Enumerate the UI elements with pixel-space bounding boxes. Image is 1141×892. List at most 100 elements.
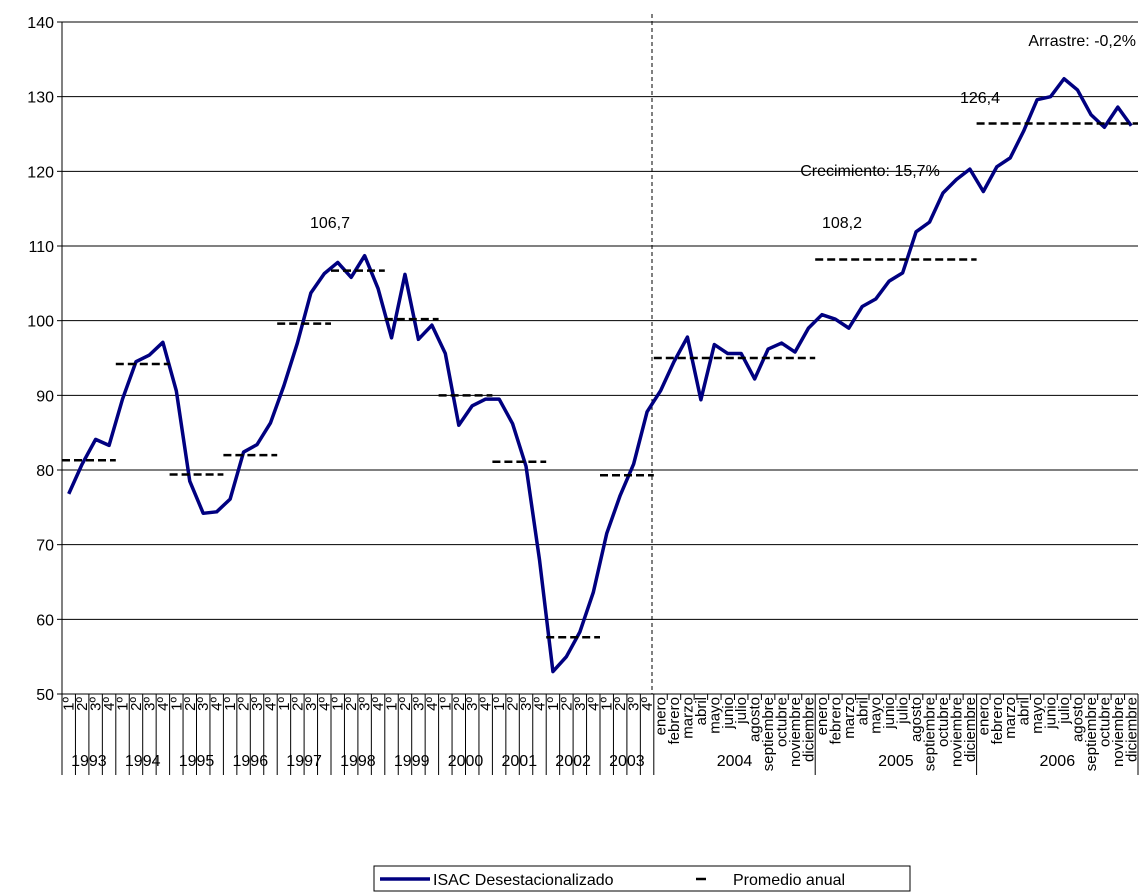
x-tick-label: 1º — [115, 696, 132, 710]
x-tick-label: 2º — [451, 696, 468, 710]
legend-box — [373, 865, 911, 892]
x-tick-label: 4º — [639, 696, 656, 710]
y-tick-label: 100 — [27, 314, 54, 331]
x-tick-label: 1º — [384, 696, 401, 710]
x-tick-label: 2º — [505, 696, 522, 710]
x-tick-label: 2º — [128, 696, 145, 710]
x-tick-label: noviembre — [1110, 697, 1127, 767]
x-tick-label: 4º — [262, 696, 279, 710]
x-tick-label: junio — [720, 697, 737, 730]
x-tick-label: 4º — [209, 696, 226, 710]
x-tick-label: enero — [814, 697, 831, 735]
x-tick-label: 2º — [74, 696, 91, 710]
x-tick-label: 3º — [464, 696, 481, 710]
x-tick-label: 3º — [88, 696, 105, 710]
annotation: 108,2 — [822, 215, 862, 232]
x-tick-label: julio — [895, 697, 912, 725]
annotation: 126,4 — [960, 90, 1000, 107]
x-tick-label: 1º — [61, 696, 78, 710]
x-tick-label: 3º — [626, 696, 643, 710]
group-label: 2003 — [609, 753, 645, 770]
x-tick-label: junio — [1043, 697, 1060, 730]
y-tick-label: 50 — [36, 687, 54, 704]
x-tick-label: marzo — [679, 697, 696, 739]
x-tick-label: 1º — [491, 696, 508, 710]
x-tick-label: 4º — [370, 696, 387, 710]
x-tick-label: abril — [693, 697, 710, 725]
x-tick-label: 3º — [518, 696, 535, 710]
x-tick-label: mayo — [706, 697, 723, 734]
y-tick-label: 120 — [27, 164, 54, 181]
x-tick-label: 1º — [222, 696, 239, 710]
x-tick-label: agosto — [908, 697, 925, 742]
x-tick-label: 3º — [410, 696, 427, 710]
x-tick-label: septiembre — [1083, 697, 1100, 771]
x-tick-label: agosto — [747, 697, 764, 742]
y-tick-label: 90 — [36, 388, 54, 405]
x-tick-label: 3º — [195, 696, 212, 710]
group-label: 2002 — [555, 753, 591, 770]
x-tick-label: mayo — [868, 697, 885, 734]
group-label: 2005 — [878, 753, 914, 770]
x-tick-label: 1º — [330, 696, 347, 710]
x-tick-label: octubre — [1096, 697, 1113, 747]
x-tick-label: 4º — [531, 696, 548, 710]
x-tick-label: marzo — [1002, 697, 1019, 739]
group-label: 2000 — [448, 753, 484, 770]
x-tick-label: febrero — [989, 697, 1006, 745]
x-tick-label: 1º — [545, 696, 562, 710]
x-tick-label: septiembre — [922, 697, 939, 771]
annotation: Arrastre: -0,2% — [1028, 33, 1136, 50]
y-tick-label: 130 — [27, 90, 54, 107]
x-tick-label: abril — [854, 697, 871, 725]
annotation: Crecimiento: 15,7% — [800, 163, 940, 180]
group-label: 1999 — [394, 753, 430, 770]
x-tick-label: diciembre — [962, 697, 979, 762]
x-tick-label: abril — [1016, 697, 1033, 725]
y-tick-label: 110 — [28, 239, 54, 256]
y-tick-label: 80 — [36, 463, 54, 480]
group-label: 1995 — [179, 753, 215, 770]
x-tick-label: noviembre — [787, 697, 804, 767]
x-tick-label: noviembre — [948, 697, 965, 767]
x-tick-label: 1º — [437, 696, 454, 710]
x-tick-label: 4º — [424, 696, 441, 710]
x-tick-label: diciembre — [800, 697, 817, 762]
x-tick-label: 3º — [249, 696, 266, 710]
group-label: 2004 — [717, 753, 753, 770]
x-tick-label: mayo — [1029, 697, 1046, 734]
x-tick-label: 1º — [276, 696, 293, 710]
x-tick-label: enero — [653, 697, 670, 735]
x-tick-label: octubre — [774, 697, 791, 747]
x-tick-label: 4º — [478, 696, 495, 710]
group-label: 1993 — [71, 753, 107, 770]
x-tick-label: 2º — [612, 696, 629, 710]
group-label: 2001 — [502, 753, 538, 770]
x-tick-label: septiembre — [760, 697, 777, 771]
x-tick-label: enero — [975, 697, 992, 735]
x-tick-label: febrero — [827, 697, 844, 745]
group-label: 1996 — [233, 753, 269, 770]
x-tick-label: marzo — [841, 697, 858, 739]
x-tick-label: octubre — [935, 697, 952, 747]
legend-label: Promedio anual — [733, 872, 845, 889]
series-line — [67, 76, 1133, 674]
x-tick-label: julio — [1056, 697, 1073, 725]
x-tick-label: 3º — [572, 696, 589, 710]
x-tick-label: 2º — [558, 696, 575, 710]
x-tick-label: 2º — [236, 696, 253, 710]
y-tick-label: 70 — [36, 538, 54, 555]
y-tick-label: 140 — [27, 15, 54, 32]
x-tick-label: 4º — [101, 696, 118, 710]
x-tick-label: febrero — [666, 697, 683, 745]
x-tick-label: 3º — [357, 696, 374, 710]
x-tick-label: 1º — [168, 696, 185, 710]
x-tick-label: 3º — [303, 696, 320, 710]
group-label: 2006 — [1040, 753, 1076, 770]
group-label: 1997 — [286, 753, 322, 770]
x-tick-label: julio — [733, 697, 750, 725]
x-tick-label: 4º — [155, 696, 172, 710]
x-tick-label: agosto — [1069, 697, 1086, 742]
